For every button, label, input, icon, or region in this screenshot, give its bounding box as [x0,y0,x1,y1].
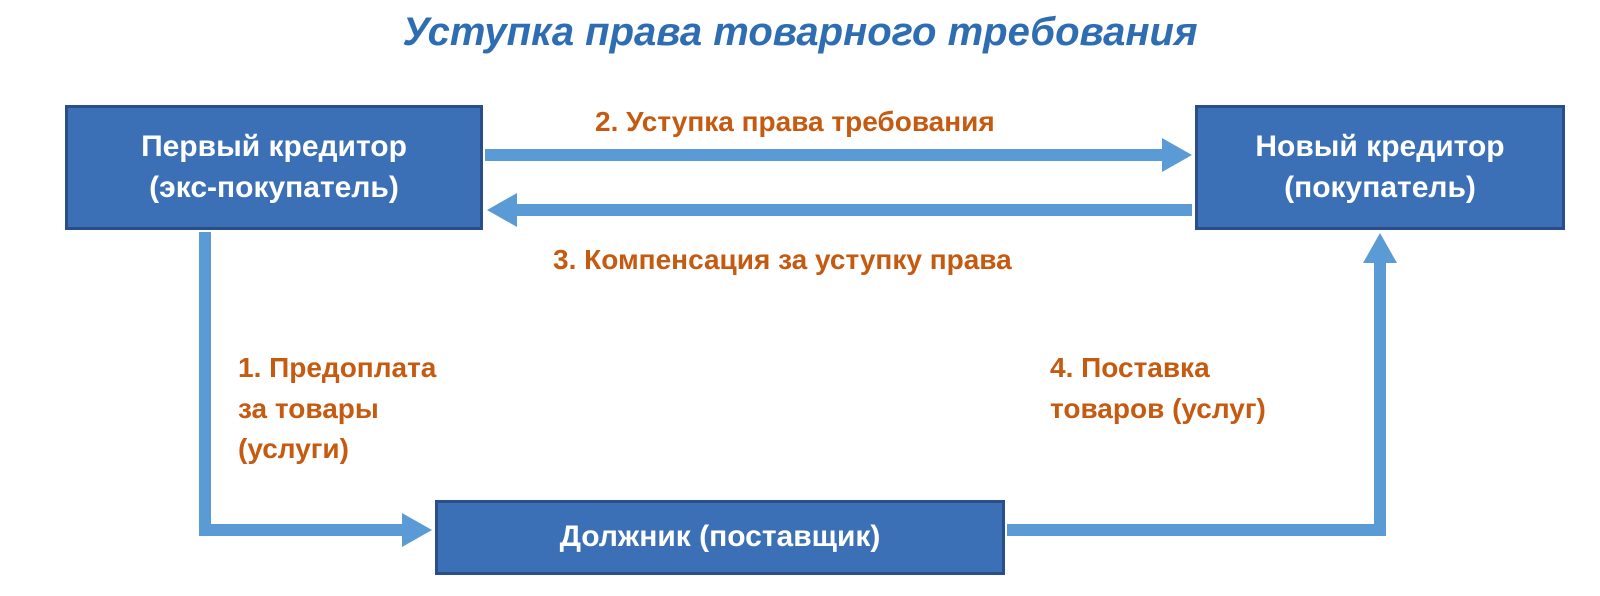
node-label-line: (экс-покупатель) [141,168,407,209]
edge-label-line: за товары [238,389,436,430]
edge-label-line: товаров (услуг) [1050,389,1266,430]
node-debtor: Должник (поставщик) [435,500,1005,575]
node-new-creditor: Новый кредитор (покупатель) [1195,105,1565,230]
edge-label-line: 4. Поставка [1050,348,1266,389]
edge-label-compensation: 3. Компенсация за уступку права [553,240,1012,281]
node-label-line: Первый кредитор [141,127,407,168]
node-label-line: Должник (поставщик) [560,517,881,558]
node-first-creditor: Первый кредитор (экс-покупатель) [65,105,483,230]
edge-label-delivery: 4. Поставка товаров (услуг) [1050,348,1266,429]
diagram-title: Уступка права товарного требования [0,10,1600,55]
edge-label-prepayment: 1. Предоплата за товары (услуги) [238,348,436,470]
node-label-line: (покупатель) [1255,168,1504,209]
edge-label-line: (услуги) [238,429,436,470]
edge-label-line: 1. Предоплата [238,348,436,389]
edge-label-assignment: 2. Уступка права требования [595,102,995,143]
node-label-line: Новый кредитор [1255,127,1504,168]
